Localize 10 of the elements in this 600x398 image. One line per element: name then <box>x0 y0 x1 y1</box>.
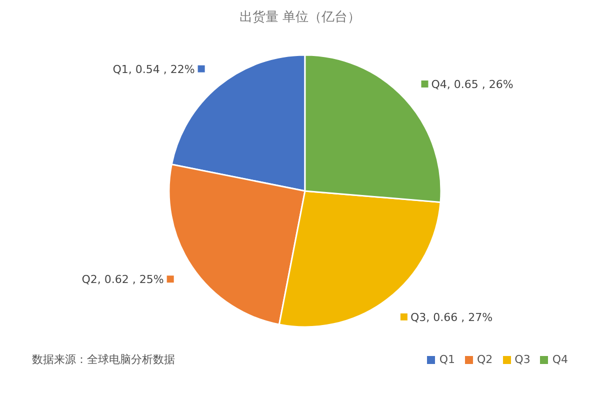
legend-label: Q4 <box>551 353 568 366</box>
legend-label: Q1 <box>438 353 455 366</box>
data-label: Q4, 0.65 , 26% <box>431 78 514 91</box>
legend-label: Q3 <box>514 353 530 366</box>
data-label: Q2, 0.62 , 25% <box>82 273 164 286</box>
chart-title: 出货量 单位（亿台） <box>238 9 362 26</box>
data-label: Q3, 0.66 , 27% <box>410 310 493 324</box>
data-label: Q1, 0.54 , 22% <box>112 62 195 76</box>
source-note: 数据来源：全球电脑分析数据 <box>32 353 175 366</box>
legend-label: Q2 <box>476 353 493 366</box>
